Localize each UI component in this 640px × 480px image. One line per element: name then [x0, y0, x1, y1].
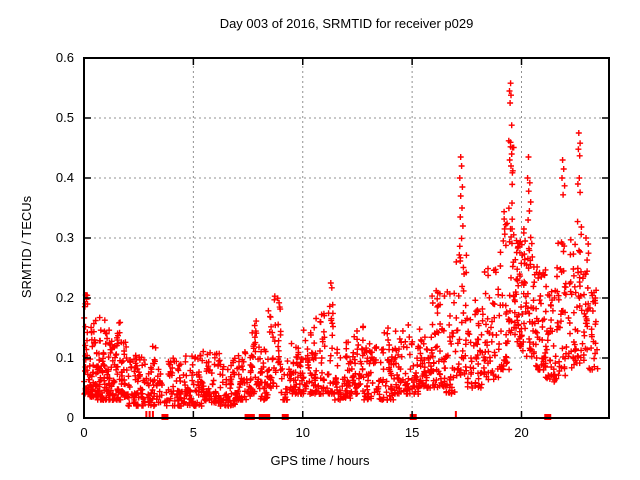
- y-tick-label: 0.6: [55, 50, 74, 65]
- y-tick-label: 0.5: [55, 110, 74, 125]
- data-points: [81, 80, 601, 409]
- x-tick-label: 20: [514, 425, 529, 440]
- y-tick-label: 0.2: [55, 290, 74, 305]
- x-tick-label: 0: [80, 425, 88, 440]
- baseline-tick: [151, 411, 154, 418]
- y-tick-label: 0.4: [55, 170, 74, 185]
- baseline-tick: [454, 411, 457, 418]
- x-axis-label: GPS time / hours: [270, 453, 370, 468]
- x-tick-label: 15: [404, 425, 420, 440]
- chart-title: Day 003 of 2016, SRMTID for receiver p02…: [219, 16, 474, 31]
- y-tick-label: 0: [66, 410, 74, 425]
- baseline-tick: [148, 411, 151, 418]
- y-tick-label: 0.3: [55, 230, 74, 245]
- x-tick-label: 5: [189, 425, 197, 440]
- x-tick-label: 10: [295, 425, 310, 440]
- y-tick-label: 0.1: [55, 350, 74, 365]
- baseline-tick: [145, 411, 148, 418]
